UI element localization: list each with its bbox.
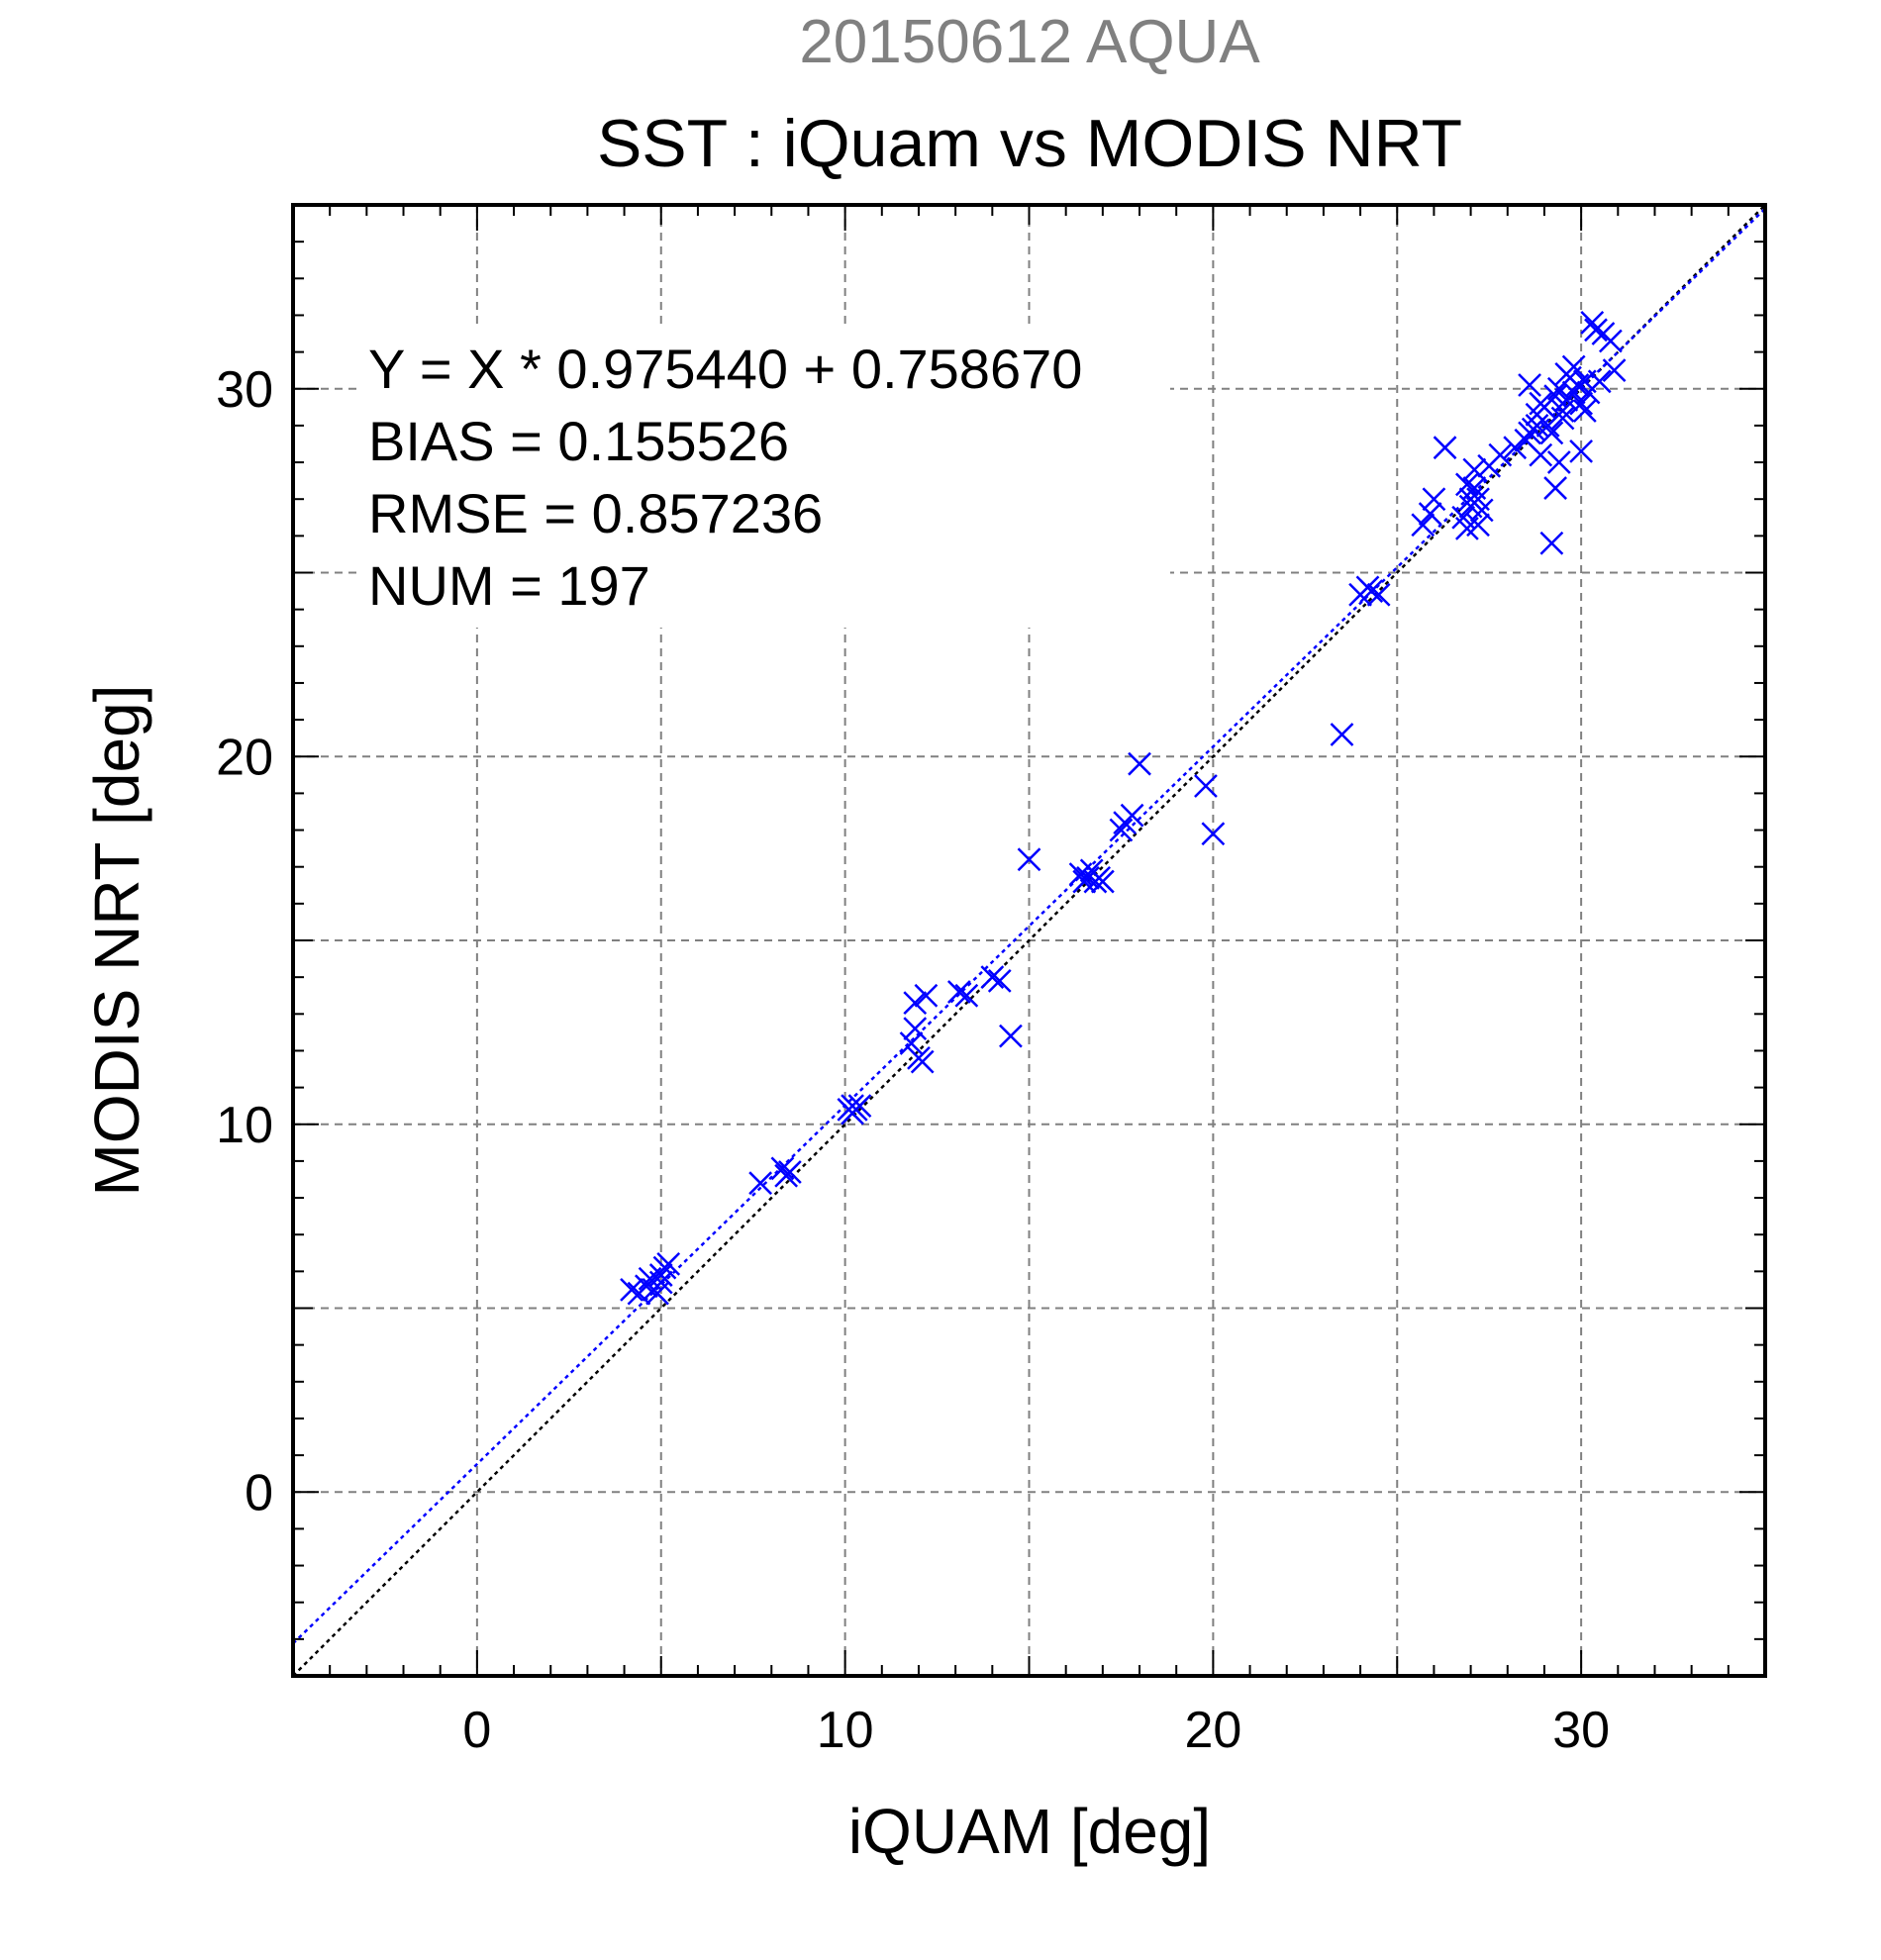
data-point (770, 1156, 795, 1181)
stats-background (358, 329, 1170, 628)
data-point (1529, 442, 1553, 467)
data-point (1109, 818, 1134, 842)
data-points (620, 310, 1627, 1306)
data-point (1120, 803, 1144, 828)
data-point (1572, 399, 1597, 423)
data-point (1529, 391, 1553, 416)
data-point (910, 1049, 935, 1074)
ticks: 0 10 20 30 0 10 20 30 (216, 204, 1766, 1759)
data-point (1561, 354, 1586, 379)
data-point (1525, 414, 1549, 438)
data-point (1539, 531, 1564, 555)
data-point (1488, 442, 1513, 467)
stats-line: RMSE = 0.857236 (368, 482, 823, 544)
data-point (1017, 847, 1041, 872)
data-point (1518, 373, 1541, 397)
data-point (1359, 579, 1384, 603)
data-point (980, 965, 1005, 990)
data-point (1546, 450, 1571, 474)
x-axis-label: iQUAM [deg] (848, 1796, 1211, 1867)
data-point (1550, 399, 1575, 423)
data-point (656, 1252, 681, 1276)
data-point (1454, 472, 1479, 497)
data-point (903, 1017, 928, 1041)
data-point (1128, 751, 1151, 776)
data-point (1539, 421, 1564, 445)
stats-line: BIAS = 0.155526 (368, 410, 789, 472)
x-tick-label: 10 (817, 1702, 874, 1759)
data-point (987, 968, 1012, 993)
data-point (1602, 358, 1627, 383)
data-point (946, 980, 971, 1004)
data-point (954, 983, 979, 1008)
data-point (1543, 476, 1567, 500)
data-point (1469, 498, 1494, 523)
data-point (914, 983, 939, 1008)
stats-line: NUM = 197 (368, 554, 650, 617)
data-point (1418, 502, 1442, 526)
data-point (1550, 406, 1575, 431)
x-tick-label: 30 (1552, 1702, 1610, 1759)
data-point (899, 1031, 924, 1055)
data-point (1076, 865, 1100, 890)
data-point (1330, 723, 1354, 746)
data-point (774, 1163, 799, 1188)
identity-line (292, 204, 1766, 1677)
data-point (1466, 513, 1490, 538)
y-axis-label: MODIS NRT [deg] (81, 685, 152, 1197)
data-point (1194, 774, 1218, 798)
data-point (999, 1024, 1023, 1048)
chart-title: SST : iQuam vs MODIS NRT (597, 106, 1462, 181)
stats-line: Y = X * 0.975440 + 0.758670 (368, 338, 1082, 400)
data-point (1433, 436, 1457, 460)
y-tick-label: 10 (216, 1097, 273, 1154)
data-point (748, 1171, 773, 1196)
data-point (903, 991, 928, 1016)
data-point (1366, 582, 1391, 607)
data-point (1411, 513, 1436, 538)
data-point (1569, 391, 1594, 416)
data-point (841, 1101, 864, 1126)
data-point (1569, 440, 1594, 463)
y-tick-label: 20 (216, 729, 273, 786)
data-point (1584, 318, 1608, 343)
x-tick-label: 20 (1184, 1702, 1241, 1759)
y-tick-label: 0 (245, 1464, 273, 1521)
data-point (1462, 457, 1487, 482)
plot-frame (291, 203, 1767, 1678)
y-tick-label: 30 (216, 361, 273, 419)
x-tick-label: 0 (462, 1702, 491, 1759)
data-point (634, 1274, 658, 1299)
data-point (620, 1278, 644, 1302)
data-point (1090, 869, 1115, 894)
data-point (1598, 329, 1623, 353)
data-point (1201, 822, 1226, 846)
data-point (648, 1263, 673, 1287)
chart-date-title: 20150612 AQUA (799, 8, 1260, 76)
stats-box: Y = X * 0.975440 + 0.758670 BIAS = 0.1555… (358, 329, 1170, 628)
data-point (1422, 487, 1446, 512)
data-point (1587, 369, 1612, 394)
data-point (648, 1270, 673, 1295)
